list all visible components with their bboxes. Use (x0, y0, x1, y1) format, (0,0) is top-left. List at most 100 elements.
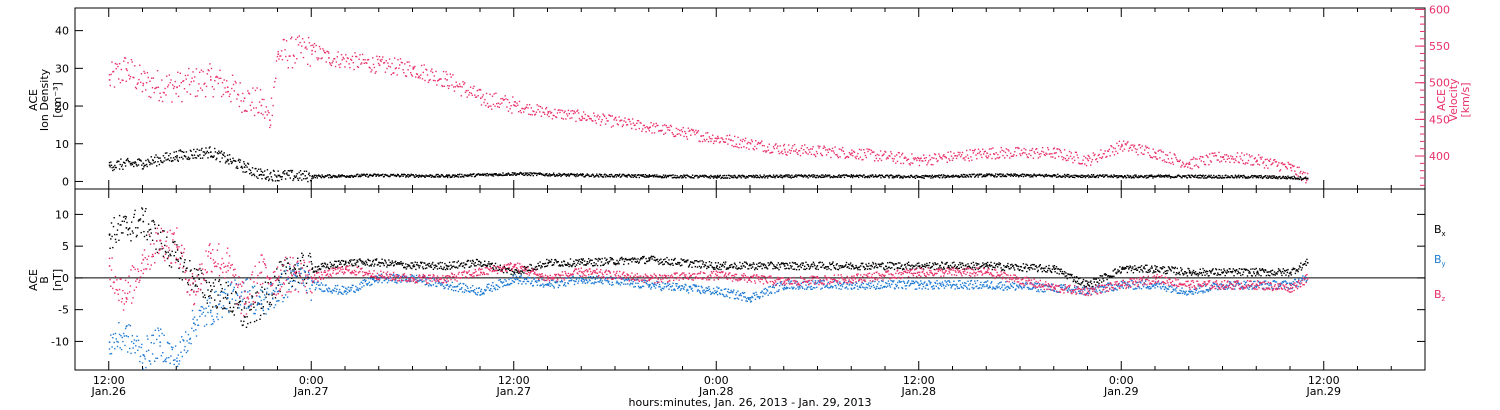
bx-point (764, 267, 766, 269)
bx-point (367, 259, 370, 261)
density-point (274, 180, 277, 182)
bx-point (305, 282, 308, 284)
bx-point (726, 267, 728, 269)
density-point (618, 174, 620, 176)
bx-point (1086, 283, 1089, 285)
velocity-point (923, 154, 925, 156)
density-point (181, 156, 183, 158)
density-point (520, 172, 522, 174)
velocity-point (192, 71, 194, 73)
density-point (920, 176, 922, 178)
bx-point (109, 247, 111, 249)
top-ytick-label: 10 (55, 138, 69, 151)
bx-point (832, 261, 834, 263)
velocity-point (248, 93, 251, 95)
bx-point (574, 265, 576, 268)
bx-point (975, 262, 977, 264)
bx-point (1007, 266, 1010, 268)
velocity-point (265, 106, 268, 108)
bx-point (333, 263, 335, 266)
velocity-point (170, 79, 172, 81)
density-point (283, 173, 285, 175)
density-point (172, 160, 174, 162)
density-point (462, 175, 464, 177)
velocity-point (1071, 157, 1073, 160)
velocity-point (545, 106, 548, 109)
density-point (151, 163, 153, 165)
bx-point (452, 261, 454, 263)
velocity-point (1157, 150, 1159, 152)
velocity-point (1299, 172, 1301, 174)
density-point (157, 161, 159, 163)
bx-point (1046, 271, 1048, 273)
density-point (479, 174, 481, 176)
velocity-point (182, 80, 184, 82)
velocity-point (1000, 146, 1002, 149)
bx-point (528, 269, 530, 271)
bx-point (552, 264, 555, 266)
bx-point (184, 259, 186, 261)
density-point (207, 157, 209, 159)
velocity-point (1155, 158, 1158, 160)
velocity-point (310, 44, 312, 47)
density-point (642, 175, 644, 177)
density-point (743, 175, 746, 178)
density-point (1033, 173, 1035, 175)
bx-point (506, 271, 508, 274)
bx-point (583, 260, 586, 262)
velocity-point (835, 154, 837, 156)
velocity-point (1124, 143, 1126, 145)
density-point (417, 175, 419, 177)
bx-point (253, 306, 255, 308)
bx-point (280, 261, 282, 263)
density-point (1162, 176, 1164, 178)
bx-point (1022, 270, 1024, 272)
density-point (1133, 177, 1135, 179)
bx-point (1006, 265, 1008, 267)
velocity-point (994, 158, 997, 160)
density-point (1171, 176, 1173, 178)
velocity-point (712, 142, 715, 145)
velocity-point (902, 162, 905, 165)
density-point (1181, 177, 1183, 179)
bx-point (809, 267, 811, 269)
bx-point (764, 264, 767, 266)
bx-point (432, 261, 434, 264)
velocity-point (226, 91, 229, 93)
velocity-point (399, 58, 402, 60)
bx-point (617, 263, 619, 265)
velocity-point (635, 128, 637, 131)
velocity-point (758, 142, 760, 144)
velocity-point (281, 59, 284, 61)
bx-point (141, 207, 143, 209)
velocity-point (497, 102, 500, 104)
velocity-point (338, 64, 340, 66)
bx-point (1117, 269, 1119, 271)
bx-point (252, 303, 254, 305)
density-point (924, 174, 927, 177)
density-point (584, 175, 586, 177)
density-point (1173, 176, 1175, 179)
density-point (850, 174, 852, 176)
density-point (556, 173, 558, 176)
bx-point (355, 261, 358, 264)
bx-point (1066, 277, 1068, 280)
bx-point (291, 277, 293, 279)
density-datapoint (1306, 177, 1309, 180)
velocity-point (889, 155, 891, 157)
bx-point (534, 266, 537, 268)
bx-point (466, 260, 468, 263)
velocity-point (519, 110, 522, 112)
bx-point (508, 267, 510, 270)
bx-point (303, 278, 306, 281)
velocity-point (997, 153, 999, 156)
velocity-point (851, 149, 853, 151)
velocity-point (407, 69, 409, 71)
density-point (275, 175, 277, 177)
velocity-point (366, 59, 369, 61)
velocity-point (733, 145, 735, 148)
density-point (752, 174, 755, 177)
density-point (339, 174, 341, 177)
bx-point (277, 284, 279, 286)
density-point (789, 176, 791, 178)
